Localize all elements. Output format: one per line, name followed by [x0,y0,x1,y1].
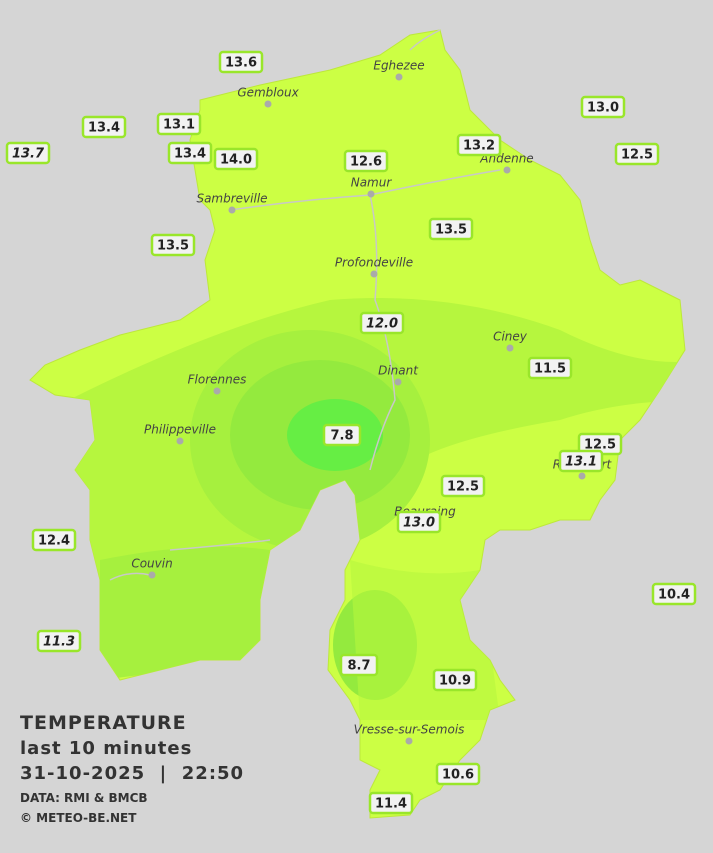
station-temperature: 13.1 [565,455,597,470]
station-box [322,423,362,447]
station-box [150,233,196,257]
station-temperature: 11.4 [375,797,407,812]
station-temperature: 7.8 [330,429,353,444]
city-name: Ciney [493,330,528,344]
station-temperature: 13.1 [163,118,195,133]
station-box [36,629,82,653]
legend-datetime: 31-10-2025 | 22:50 [20,763,245,784]
city-dot [503,166,511,174]
station-box [428,217,474,241]
station-box [343,149,389,173]
station-temperature: 11.3 [43,635,75,650]
station-box [368,791,414,815]
zone [350,560,500,720]
station-temperature: 13.0 [403,516,435,531]
station-temperature: 10.4 [658,588,690,603]
city-dot [370,270,378,278]
station-temperature: 13.7 [12,147,45,162]
station-temperature: 13.2 [463,139,495,154]
station-temperature: 11.5 [534,362,566,377]
station-box [31,528,77,552]
station-box [527,356,573,380]
station-box [218,50,264,74]
city-name: Namur [351,176,393,190]
city-name: Dinant [378,364,419,378]
station-box [456,133,502,157]
station-temperature: 12.6 [350,155,382,170]
station-temperature: 12.5 [447,480,479,495]
city-name: Eghezee [373,59,424,73]
city-name: Vresse-sur-Semois [354,723,465,737]
station-box [614,142,660,166]
station-box [167,141,213,165]
station-box [651,582,697,606]
city-name: Florennes [188,373,247,387]
city-name: Profondeville [335,256,413,270]
station-temperature: 13.5 [157,239,189,254]
legend-title: TEMPERATURE [20,712,187,734]
city-dot [506,344,514,352]
city-dot [367,190,375,198]
station-box [5,141,51,165]
city-name: Philippeville [144,423,216,437]
station-temperature: 13.6 [225,56,257,71]
station-temperature: 12.4 [38,534,70,549]
rivers [109,29,501,581]
station-temperature: 10.9 [439,674,471,689]
station-box [440,474,486,498]
station-temperature: 12.0 [366,317,398,332]
station-box [81,115,127,139]
station-temperature: 8.7 [347,659,370,674]
station-temperature: 13.0 [587,101,619,116]
legend-credit: © METEO-BE.NET [20,811,137,825]
station-box [213,147,259,171]
city-dot [148,571,156,579]
station-box [580,95,626,119]
zone [100,546,270,680]
station-temperature: 12.5 [584,438,616,453]
city-dot [395,73,403,81]
city-dot [405,737,413,745]
station-temperature: 10.6 [442,768,474,783]
city-dot [394,378,402,386]
station-box [432,668,478,692]
station-box [339,653,379,677]
station-box [435,762,481,786]
city-dot [213,387,221,395]
station-temperature: 13.5 [435,223,467,238]
station-temperature: 13.4 [88,121,120,136]
city-name: Sambreville [196,192,267,206]
city-dot [228,206,236,214]
station-box [359,311,405,335]
station-temperature: 12.5 [621,148,653,163]
station-box [156,112,202,136]
station-temperature: 14.0 [220,153,252,168]
city-dot [264,100,272,108]
city-name: Couvin [131,557,172,571]
legend-source: DATA: RMI & BMCB [20,791,148,805]
city-dot [578,472,586,480]
city-dot [176,437,184,445]
station-box [558,449,604,473]
city-name: Gembloux [237,86,299,100]
station-temperature: 13.4 [174,147,206,162]
station-box [396,510,442,534]
legend-subtitle: last 10 minutes [20,738,193,759]
